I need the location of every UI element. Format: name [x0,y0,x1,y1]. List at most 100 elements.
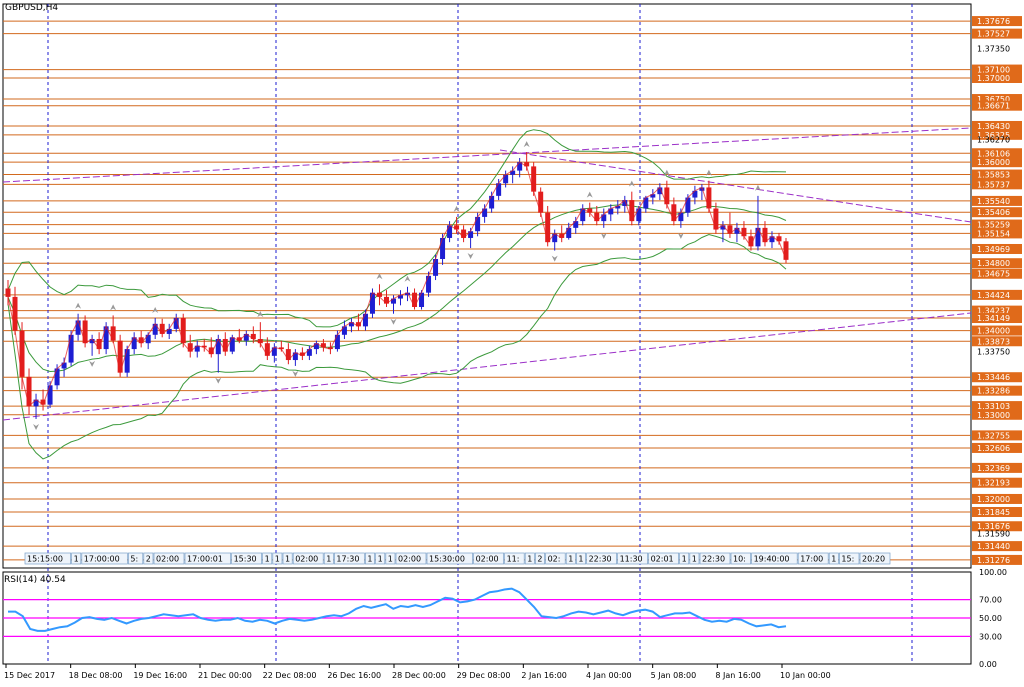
session-label-box [426,552,473,565]
candle [299,347,305,361]
price-tick-highlight [972,401,1022,412]
price-tick: 1.34149 [972,313,1022,324]
session-label-box [648,552,679,565]
price-tick: 1.37527 [972,28,1022,39]
price-tick-label: 1.35737 [977,180,1010,189]
candle-body [306,349,312,356]
session-label: 11:30 [617,552,648,565]
fractal-up-marker [754,184,761,191]
time-tick-label: 22 Dec 08:00 [263,671,317,680]
candle-body [580,208,586,222]
fractal-down-marker [33,423,40,430]
candle-body [461,229,467,238]
price-tick-label: 1.33873 [977,337,1010,346]
candle-body [68,334,74,363]
trendline [2,312,972,421]
candle-body [468,231,474,238]
price-tick-label: 1.35406 [977,208,1010,217]
candle [699,184,705,201]
price-tick: 1.34675 [972,268,1022,279]
candle [355,313,361,331]
candle-body [334,334,340,350]
price-tick: 1.33103 [972,401,1022,412]
fractal-down-marker [677,232,684,239]
session-label-box [751,552,798,565]
session-label: 1 [262,552,273,565]
candle-body [299,352,305,356]
fractal-up-marker [628,180,635,187]
session-label: 1 [385,552,396,565]
candle-body [89,338,95,344]
price-tick: 1.35737 [972,179,1022,190]
candle-body [545,212,551,243]
candle [61,357,67,377]
price-tick: 1.32755 [972,430,1022,441]
candle [201,338,207,352]
candle-body [748,236,754,247]
session-label: 1 [375,552,386,565]
session-label: 22:30 [586,552,617,565]
candle [692,185,698,205]
price-tick-label: 1.33286 [977,387,1010,396]
session-label-text: 1 [527,555,532,564]
candle [320,338,326,352]
session-label-text: 1 [692,555,697,564]
rsi-line [8,587,787,632]
candle-body [362,313,368,327]
candle-body [355,322,361,327]
session-label-box [262,552,273,565]
candle-body [769,236,775,243]
session-label: 17:00:01 [184,552,231,565]
candle-body [664,187,670,205]
price-tick: 1.35154 [972,228,1022,239]
price-tick: 1.32369 [972,462,1022,473]
candle-body [398,295,404,299]
candle [510,166,516,184]
session-label-box [797,552,829,565]
candle [587,202,593,217]
candle [566,222,572,240]
fractal-up-marker [110,304,117,311]
candle-body [559,233,565,238]
candle-body [159,323,165,334]
price-tick-highlight [972,28,1022,39]
time-tick-label: 8 Jan 16:00 [715,671,761,680]
session-label-text: 02:01 [651,555,674,564]
candle-body [636,208,642,222]
candle [194,340,200,358]
price-tick-label: 1.34969 [977,245,1010,254]
time-tick-label: 26 Dec 16:00 [327,671,381,680]
session-label-text: 11: [507,555,520,564]
price-tick-label: 1.34675 [977,270,1010,279]
candle-body [180,317,186,344]
price-tick-highlight [972,16,1022,27]
candle-body [503,174,509,184]
price-tick-label: 1.32606 [977,444,1010,453]
session-label: 19:40:00 [751,552,798,565]
candle [292,349,298,366]
candle-body [573,221,579,228]
price-tick-highlight [972,94,1022,105]
candle-body [173,317,179,329]
candle-body [54,368,60,386]
price-tick: 1.36671 [972,100,1022,111]
candle-body [47,385,53,405]
session-label: 1 [272,552,283,565]
price-tick: 1.33000 [972,409,1022,420]
fractal-down-marker [215,377,222,384]
candle [748,229,754,251]
fractal-up-marker [453,205,460,212]
time-tick-label: 15 Dec 2017 [4,671,55,680]
price-tick-highlight [972,430,1022,441]
price-tick-highlight [972,169,1022,180]
price-tick: 1.36325 [972,129,1022,140]
price-tick-label: 1.31845 [977,508,1010,517]
price-tick-highlight [972,477,1022,488]
candle [110,315,116,344]
price-tick: 1.33286 [972,385,1022,396]
candle [734,222,740,243]
candle-body [348,322,354,327]
candle-body [166,328,172,334]
